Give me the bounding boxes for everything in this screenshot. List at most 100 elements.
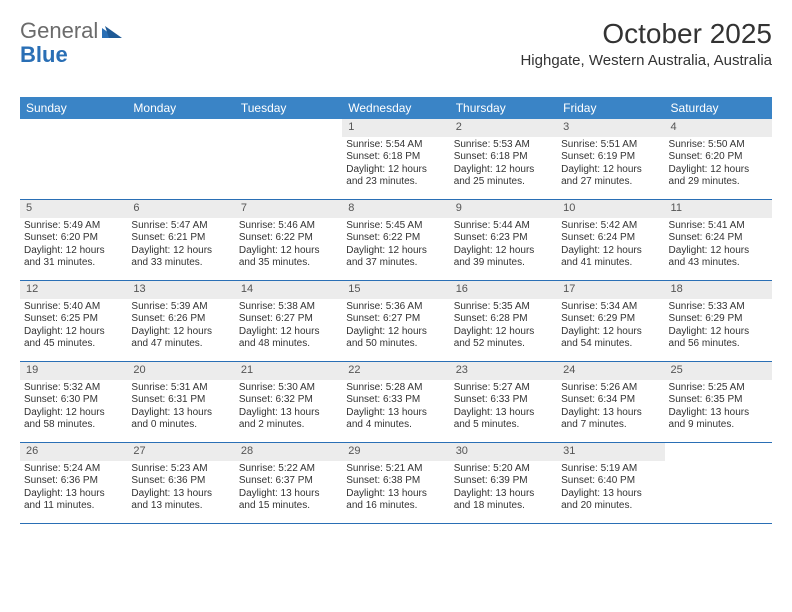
daylight-line: Daylight: 13 hours and 16 minutes. <box>346 488 445 513</box>
calendar-cell: 1Sunrise: 5:54 AMSunset: 6:18 PMDaylight… <box>342 119 449 199</box>
calendar-week: 19 Sunrise: 5:32 AMSunset: 6:30 PMDayligh… <box>20 362 772 443</box>
sunset-line: Sunset: 6:33 PM <box>346 394 445 407</box>
daylight-line: Daylight: 13 hours and 11 minutes. <box>24 488 123 513</box>
day-number: 24 <box>557 362 664 380</box>
sunrise-line: Sunrise: 5:23 AM <box>131 463 230 476</box>
day-header-cell: Saturday <box>665 97 772 119</box>
day-details: Sunrise: 5:45 AMSunset: 6:22 PMDaylight:… <box>342 220 449 274</box>
sunset-line: Sunset: 6:24 PM <box>669 232 768 245</box>
logo-mark-icon <box>102 18 124 44</box>
sunset-line: Sunset: 6:30 PM <box>24 394 123 407</box>
sunrise-line: Sunrise: 5:35 AM <box>454 301 553 314</box>
calendar-week: 5Sunrise: 5:49 AMSunset: 6:20 PMDaylight… <box>20 200 772 281</box>
daylight-line: Daylight: 12 hours and 47 minutes. <box>131 326 230 351</box>
sunrise-line: Sunrise: 5:24 AM <box>24 463 123 476</box>
day-number: 18 <box>665 281 772 299</box>
calendar-cell: 3Sunrise: 5:51 AMSunset: 6:19 PMDaylight… <box>557 119 664 199</box>
daylight-line: Daylight: 13 hours and 9 minutes. <box>669 407 768 432</box>
daylight-line: Daylight: 13 hours and 18 minutes. <box>454 488 553 513</box>
day-number: 8 <box>342 200 449 218</box>
calendar-week: 12Sunrise: 5:40 AMSunset: 6:25 PMDayligh… <box>20 281 772 362</box>
day-details: Sunrise: 5:33 AMSunset: 6:29 PMDaylight:… <box>665 301 772 355</box>
day-number: 10 <box>557 200 664 218</box>
day-details: Sunrise: 5:22 AMSunset: 6:37 PMDaylight:… <box>235 463 342 517</box>
sunset-line: Sunset: 6:27 PM <box>239 313 338 326</box>
calendar-cell: 7Sunrise: 5:46 AMSunset: 6:22 PMDaylight… <box>235 200 342 280</box>
day-number: 26 <box>20 443 127 461</box>
sunrise-line: Sunrise: 5:49 AM <box>24 220 123 233</box>
sunrise-line: Sunrise: 5:54 AM <box>346 139 445 152</box>
daylight-line: Daylight: 13 hours and 20 minutes. <box>561 488 660 513</box>
sunrise-line: Sunrise: 5:46 AM <box>239 220 338 233</box>
day-details: Sunrise: 5:32 AMSunset: 6:30 PMDaylight:… <box>20 382 127 436</box>
day-details: Sunrise: 5:39 AMSunset: 6:26 PMDaylight:… <box>127 301 234 355</box>
day-number: 22 <box>342 362 449 380</box>
sunset-line: Sunset: 6:20 PM <box>669 151 768 164</box>
daylight-line: Daylight: 12 hours and 37 minutes. <box>346 245 445 270</box>
day-details: Sunrise: 5:23 AMSunset: 6:36 PMDaylight:… <box>127 463 234 517</box>
day-details: Sunrise: 5:24 AMSunset: 6:36 PMDaylight:… <box>20 463 127 517</box>
daylight-line: Daylight: 13 hours and 5 minutes. <box>454 407 553 432</box>
sunset-line: Sunset: 6:22 PM <box>239 232 338 245</box>
sunset-line: Sunset: 6:26 PM <box>131 313 230 326</box>
sunrise-line: Sunrise: 5:21 AM <box>346 463 445 476</box>
sunset-line: Sunset: 6:36 PM <box>24 475 123 488</box>
calendar-cell: 26 Sunrise: 5:24 AMSunset: 6:36 PMDayligh… <box>20 443 127 523</box>
day-details: Sunrise: 5:46 AMSunset: 6:22 PMDaylight:… <box>235 220 342 274</box>
day-number: 31 <box>557 443 664 461</box>
daylight-line: Daylight: 13 hours and 4 minutes. <box>346 407 445 432</box>
sunset-line: Sunset: 6:31 PM <box>131 394 230 407</box>
calendar-cell: 29Sunrise: 5:21 AMSunset: 6:38 PMDayligh… <box>342 443 449 523</box>
day-number: 3 <box>557 119 664 137</box>
daylight-line: Daylight: 12 hours and 50 minutes. <box>346 326 445 351</box>
day-number: 17 <box>557 281 664 299</box>
day-details: Sunrise: 5:20 AMSunset: 6:39 PMDaylight:… <box>450 463 557 517</box>
sunset-line: Sunset: 6:22 PM <box>346 232 445 245</box>
logo: General <box>20 18 124 44</box>
day-details: Sunrise: 5:38 AMSunset: 6:27 PMDaylight:… <box>235 301 342 355</box>
calendar-cell: 10 Sunrise: 5:42 AMSunset: 6:24 PMDayligh… <box>557 200 664 280</box>
sunset-line: Sunset: 6:34 PM <box>561 394 660 407</box>
calendar-cell: 22 Sunrise: 5:28 AMSunset: 6:33 PMDayligh… <box>342 362 449 442</box>
day-number: 23 <box>450 362 557 380</box>
sunset-line: Sunset: 6:40 PM <box>561 475 660 488</box>
day-details: Sunrise: 5:42 AMSunset: 6:24 PMDaylight:… <box>557 220 664 274</box>
daylight-line: Daylight: 12 hours and 29 minutes. <box>669 164 768 189</box>
day-details: Sunrise: 5:36 AMSunset: 6:27 PMDaylight:… <box>342 301 449 355</box>
day-details: Sunrise: 5:34 AMSunset: 6:29 PMDaylight:… <box>557 301 664 355</box>
location: Highgate, Western Australia, Australia <box>520 52 772 69</box>
day-header-cell: Wednesday <box>342 97 449 119</box>
day-number: 19 <box>20 362 127 380</box>
calendar-cell: 27 Sunrise: 5:23 AMSunset: 6:36 PMDayligh… <box>127 443 234 523</box>
day-number: 30 <box>450 443 557 461</box>
day-details: Sunrise: 5:19 AMSunset: 6:40 PMDaylight:… <box>557 463 664 517</box>
calendar-cell <box>665 443 772 523</box>
daylight-line: Daylight: 12 hours and 48 minutes. <box>239 326 338 351</box>
day-header-cell: Thursday <box>450 97 557 119</box>
calendar-cell: 18 Sunrise: 5:33 AMSunset: 6:29 PMDayligh… <box>665 281 772 361</box>
sunset-line: Sunset: 6:21 PM <box>131 232 230 245</box>
daylight-line: Daylight: 12 hours and 33 minutes. <box>131 245 230 270</box>
daylight-line: Daylight: 13 hours and 0 minutes. <box>131 407 230 432</box>
calendar-cell: 24 Sunrise: 5:26 AMSunset: 6:34 PMDayligh… <box>557 362 664 442</box>
sunrise-line: Sunrise: 5:40 AM <box>24 301 123 314</box>
daylight-line: Daylight: 13 hours and 2 minutes. <box>239 407 338 432</box>
sunset-line: Sunset: 6:28 PM <box>454 313 553 326</box>
calendar-cell: 6Sunrise: 5:47 AMSunset: 6:21 PMDaylight… <box>127 200 234 280</box>
day-details: Sunrise: 5:25 AMSunset: 6:35 PMDaylight:… <box>665 382 772 436</box>
sunrise-line: Sunrise: 5:20 AM <box>454 463 553 476</box>
day-header-cell: Friday <box>557 97 664 119</box>
calendar-cell: 13 Sunrise: 5:39 AMSunset: 6:26 PMDayligh… <box>127 281 234 361</box>
day-number: 21 <box>235 362 342 380</box>
sunset-line: Sunset: 6:29 PM <box>669 313 768 326</box>
day-number: 13 <box>127 281 234 299</box>
calendar-cell: 9Sunrise: 5:44 AMSunset: 6:23 PMDaylight… <box>450 200 557 280</box>
day-number: 29 <box>342 443 449 461</box>
sunrise-line: Sunrise: 5:28 AM <box>346 382 445 395</box>
calendar-cell <box>235 119 342 199</box>
day-number: 27 <box>127 443 234 461</box>
calendar-cell: 31 Sunrise: 5:19 AMSunset: 6:40 PMDayligh… <box>557 443 664 523</box>
sunset-line: Sunset: 6:18 PM <box>454 151 553 164</box>
sunset-line: Sunset: 6:33 PM <box>454 394 553 407</box>
day-details: Sunrise: 5:26 AMSunset: 6:34 PMDaylight:… <box>557 382 664 436</box>
